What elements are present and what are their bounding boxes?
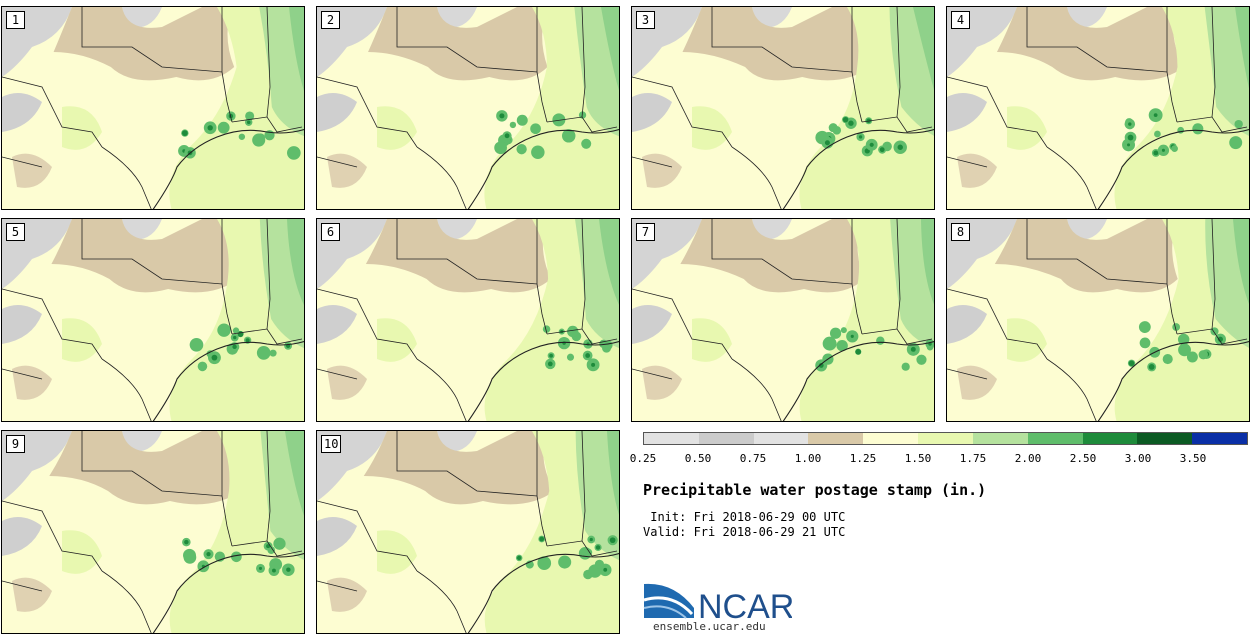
postage-stamp-map: 10	[316, 430, 620, 634]
postage-stamp-map: 2	[316, 6, 620, 210]
legend-swatch	[808, 433, 864, 444]
legend-tick-label: 2.50	[1069, 452, 1097, 465]
legend-swatch	[1192, 433, 1247, 444]
stamp-number-label: 3	[636, 11, 655, 29]
legend-swatch	[863, 433, 919, 444]
stamp-number-label: 6	[321, 223, 340, 241]
legend-tick-label: 1.25	[849, 452, 877, 465]
legend-tick-label: 2.00	[1014, 452, 1042, 465]
postage-stamp-map: 5	[1, 218, 305, 422]
legend-swatch	[1027, 433, 1083, 444]
stamp-number-label: 1	[6, 11, 25, 29]
color-legend-bar	[643, 432, 1248, 445]
legend-tick-label: 3.00	[1124, 452, 1152, 465]
postage-stamp-map: 4	[946, 6, 1250, 210]
legend-swatch	[1137, 433, 1193, 444]
legend-swatch	[972, 433, 1028, 444]
legend-tick-label: 1.00	[794, 452, 822, 465]
legend-swatch	[644, 433, 699, 444]
init-time: Init: Fri 2018-06-29 00 UTC	[643, 510, 846, 524]
legend-tick-label: 1.50	[904, 452, 932, 465]
stamp-number-label: 7	[636, 223, 655, 241]
postage-stamp-map: 7	[631, 218, 935, 422]
legend-tick-label: 0.75	[739, 452, 767, 465]
valid-time: Valid: Fri 2018-06-29 21 UTC	[643, 525, 846, 539]
legend-swatch	[918, 433, 973, 444]
legend-tick-label: 3.50	[1179, 452, 1207, 465]
ncar-logo: NCAR	[642, 578, 794, 626]
logo-text: NCAR	[698, 588, 792, 622]
stamp-number-label: 5	[6, 223, 25, 241]
stamp-number-label: 2	[321, 11, 340, 29]
postage-stamp-map: 1	[1, 6, 305, 210]
stamp-number-label: 10	[321, 435, 342, 453]
postage-stamp-map: 8	[946, 218, 1250, 422]
legend-swatch	[1082, 433, 1138, 444]
legend-tick-label: 1.75	[959, 452, 987, 465]
legend-tick-label: 0.50	[684, 452, 712, 465]
postage-stamp-map: 9	[1, 430, 305, 634]
legend-tick-label: 0.25	[629, 452, 657, 465]
site-url: ensemble.ucar.edu	[653, 620, 766, 633]
stamp-number-label: 8	[951, 223, 970, 241]
postage-stamp-map: 3	[631, 6, 935, 210]
stamp-number-label: 4	[951, 11, 970, 29]
chart-title: Precipitable water postage stamp (in.)	[643, 481, 987, 499]
legend-swatch	[698, 433, 754, 444]
stamp-number-label: 9	[6, 435, 25, 453]
legend-swatch	[753, 433, 809, 444]
postage-stamp-map: 6	[316, 218, 620, 422]
